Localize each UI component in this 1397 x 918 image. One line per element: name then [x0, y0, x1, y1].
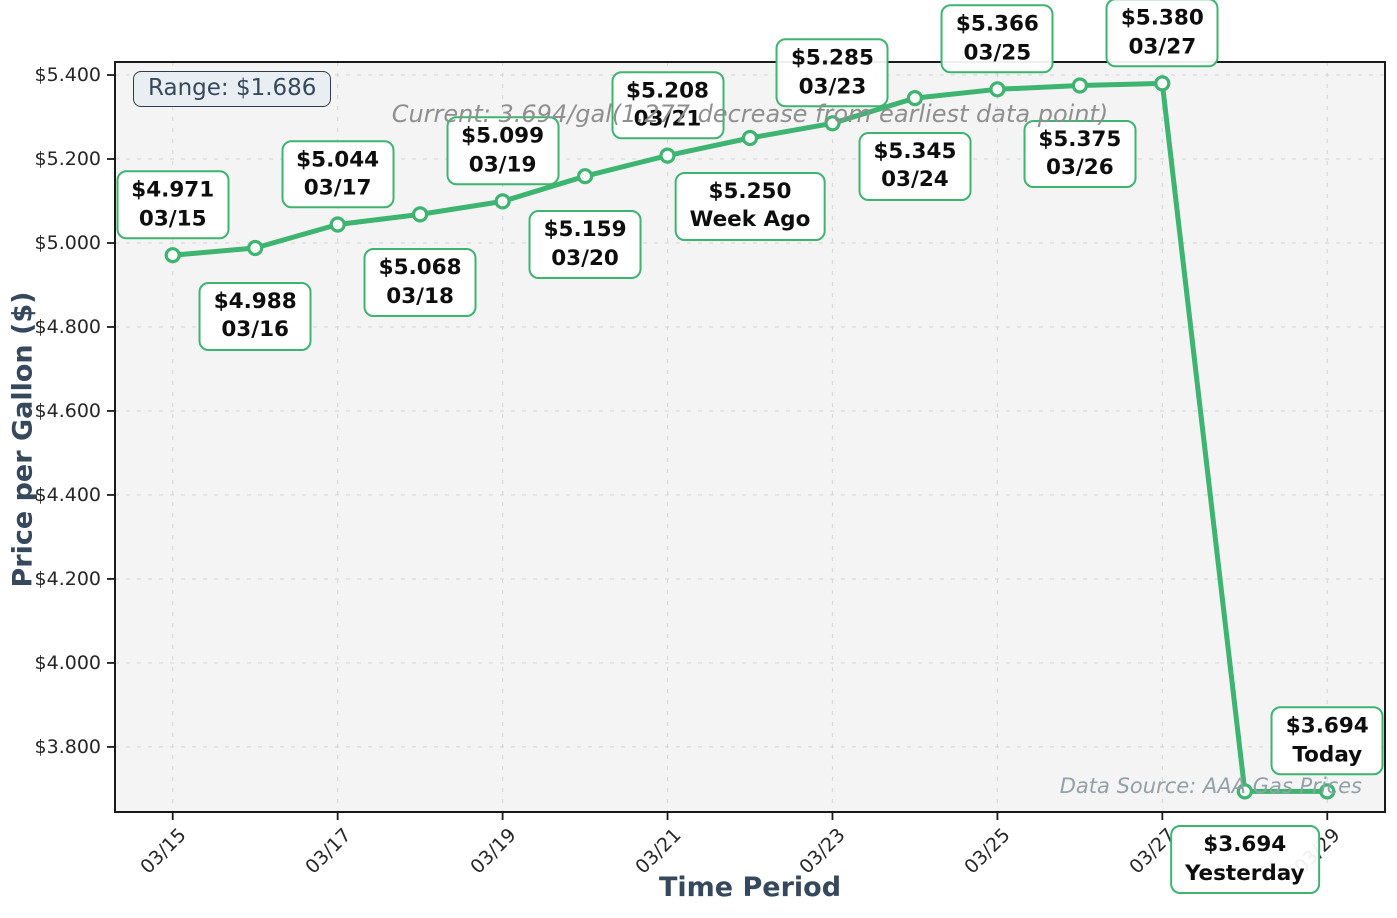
data-point-marker: [494, 193, 511, 210]
annotation-price: $5.345: [873, 139, 957, 165]
annotation-price: $4.988: [213, 289, 297, 315]
data-point-marker: [906, 89, 924, 107]
y-axis-title: Price per Gallon ($): [7, 291, 39, 588]
annotation-price: $5.099: [461, 123, 545, 149]
data-point-marker: [329, 216, 346, 233]
point-annotation: $5.375 03/26: [1023, 119, 1137, 189]
y-tick-label: $4.400: [34, 483, 101, 506]
annotation-date: 03/19: [468, 152, 537, 178]
annotation-price: $5.068: [378, 255, 462, 281]
annotation-date: 03/23: [798, 73, 867, 99]
point-annotation: $3.694 Today: [1270, 706, 1384, 776]
annotation-price: $5.159: [543, 217, 627, 243]
point-annotation: $5.380 03/27: [1105, 0, 1219, 68]
annotation-price: $3.694: [1203, 832, 1287, 858]
y-tick-label: $5.000: [34, 231, 101, 254]
y-tick-label: $5.200: [34, 148, 101, 170]
data-point-marker: [164, 247, 181, 264]
y-tick-label: $4.600: [34, 399, 101, 422]
current-price-subtitle: Current: 3.694/gal(1.277 decrease from e…: [391, 100, 1109, 128]
annotation-price: $5.366: [955, 11, 1039, 37]
annotation-date: Week Ago: [689, 207, 811, 233]
annotation-date: 03/20: [551, 245, 619, 271]
point-annotation: $4.971 03/15: [116, 170, 230, 240]
data-point-marker: [741, 129, 759, 147]
plot-border: [114, 61, 1386, 813]
point-annotation: $5.099 03/19: [446, 116, 560, 186]
point-annotation: $5.366 03/25: [940, 4, 1054, 74]
point-annotation: $5.208 03/21: [611, 70, 725, 140]
point-annotation: $5.250 Week Ago: [674, 172, 826, 241]
annotation-price: $5.208: [626, 77, 710, 103]
annotation-date: 03/16: [221, 317, 290, 343]
data-point-marker: [1154, 75, 1171, 92]
y-tick-label: $4.800: [34, 315, 101, 338]
y-tick-label: $5.400: [34, 64, 101, 87]
point-annotation: $5.159 03/20: [528, 210, 642, 279]
data-point-marker: [824, 115, 841, 132]
annotation-price: $5.250: [708, 179, 792, 204]
data-point-marker: [247, 239, 264, 257]
annotation-price: $5.380: [1120, 5, 1204, 31]
y-tick-label: $4.000: [34, 651, 101, 674]
point-annotation: $5.285 03/23: [775, 38, 889, 108]
annotation-price: $5.044: [296, 146, 380, 172]
data-point-marker: [412, 206, 429, 223]
y-tick-label: $3.800: [34, 735, 101, 758]
annotation-date: 03/17: [303, 175, 372, 201]
point-annotation: $3.694 Yesterday: [1169, 825, 1320, 895]
annotation-price: $4.971: [131, 177, 215, 203]
annotation-date: 03/18: [386, 283, 454, 309]
annotation-date: Today: [1292, 742, 1363, 768]
point-annotation: $5.044 03/17: [281, 139, 395, 209]
annotation-date: 03/25: [963, 39, 1032, 65]
y-tick-label: $4.200: [34, 567, 101, 590]
annotation-date: 03/15: [138, 205, 207, 231]
data-point-marker: [1236, 783, 1253, 800]
data-point-marker: [576, 168, 594, 185]
data-point-marker: [1319, 783, 1336, 800]
data-point-marker: [659, 147, 676, 164]
annotation-price: $3.694: [1285, 713, 1369, 739]
range-badge: Range: $1.686: [133, 71, 332, 107]
point-annotation: $4.988 03/16: [198, 282, 312, 351]
annotation-date: 03/21: [633, 106, 702, 132]
annotation-price: $5.375: [1038, 126, 1122, 152]
annotation-date: 03/26: [1046, 154, 1114, 180]
point-annotation: $5.345 03/24: [858, 132, 972, 201]
data-point-marker: [989, 81, 1006, 98]
annotation-date: Yesterday: [1184, 860, 1305, 886]
annotation-date: 03/27: [1128, 34, 1197, 60]
x-axis-title: Time Period: [658, 872, 842, 903]
data-source-note: Data Source: AAA Gas Prices: [1059, 774, 1362, 798]
annotation-price: $5.285: [790, 45, 874, 71]
annotation-date: 03/24: [881, 167, 949, 193]
point-annotation: $5.068 03/18: [363, 248, 477, 318]
data-point-marker: [1071, 77, 1089, 94]
